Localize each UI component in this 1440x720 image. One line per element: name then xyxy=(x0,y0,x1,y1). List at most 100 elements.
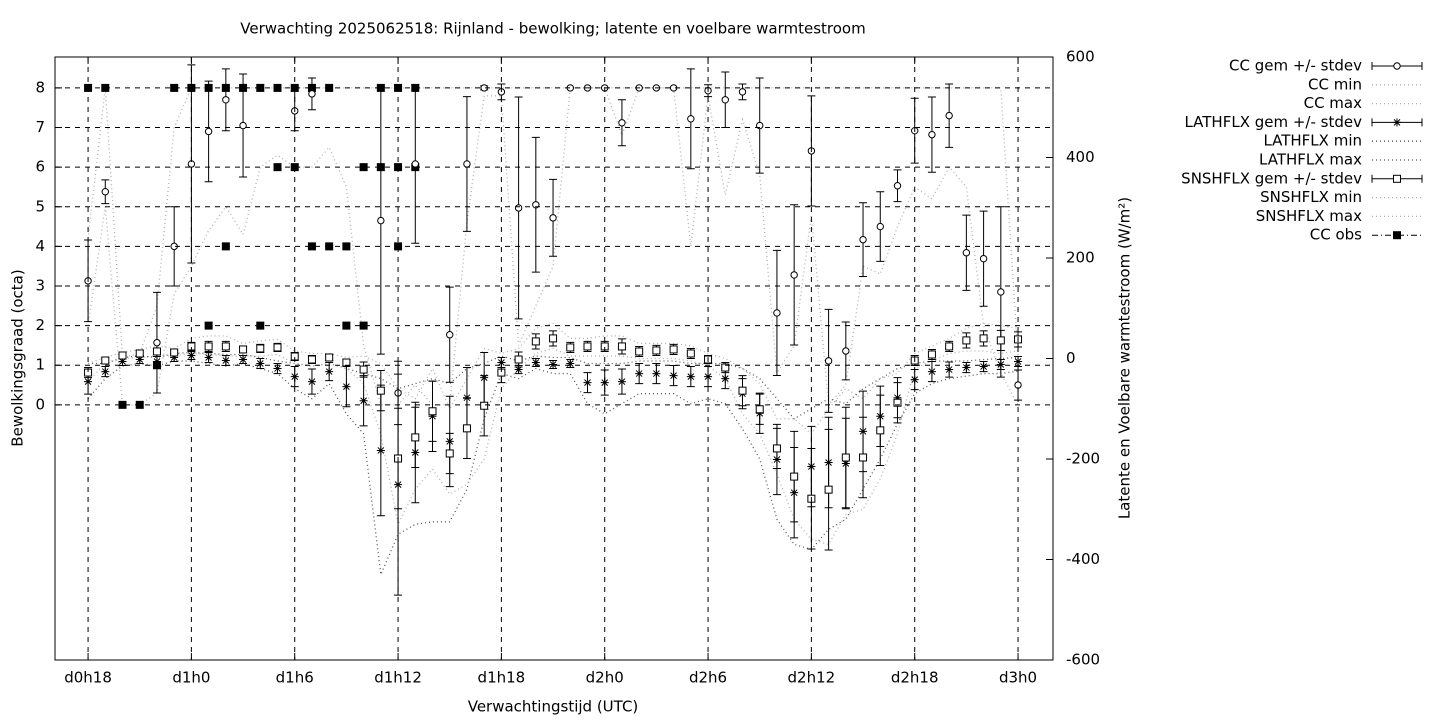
marker-star xyxy=(118,357,127,366)
marker-circle xyxy=(549,214,557,222)
marker-circle xyxy=(153,338,161,347)
marker-square xyxy=(962,336,971,345)
marker-circle xyxy=(101,188,109,196)
marker-square xyxy=(979,334,988,343)
marker-circle xyxy=(618,119,626,127)
marker-circle xyxy=(842,347,850,355)
marker-star xyxy=(221,356,230,365)
marker-star xyxy=(669,371,678,380)
marker-star xyxy=(462,393,471,402)
marker-square xyxy=(945,342,954,351)
marker-circle xyxy=(945,111,953,120)
marker-star xyxy=(721,374,730,383)
y2-tick-label: -400 xyxy=(1066,550,1100,568)
marker-square xyxy=(566,343,575,352)
marker-star xyxy=(927,367,936,376)
marker-square xyxy=(669,345,678,354)
marker-square xyxy=(721,363,730,372)
chart-title: Verwachting 2025062518: Rijnland - bewol… xyxy=(240,20,865,38)
marker-square xyxy=(617,342,626,351)
marker-square xyxy=(342,358,351,367)
marker-star xyxy=(962,363,971,372)
marker-star xyxy=(945,365,954,374)
legend-label: LATHFLX min xyxy=(1263,132,1362,150)
marker-square xyxy=(152,347,161,356)
marker-square xyxy=(790,472,799,481)
marker-square xyxy=(772,444,781,453)
marker-circle xyxy=(463,160,471,168)
marker-star xyxy=(170,353,179,362)
marker-square xyxy=(221,342,230,351)
legend-label: SNSHFLX min xyxy=(1260,188,1362,206)
x-axis-label: Verwachtingstijd (UTC) xyxy=(468,698,639,716)
y2-tick-label: -200 xyxy=(1066,450,1100,468)
marker-square xyxy=(256,344,265,353)
marker-square xyxy=(531,337,540,346)
min-max-line xyxy=(88,351,1019,420)
marker-circle xyxy=(790,271,798,279)
y-tick-label: 0 xyxy=(35,395,45,413)
marker-star xyxy=(135,355,144,364)
marker-star xyxy=(1393,118,1401,127)
marker-circle xyxy=(876,222,884,231)
marker-star xyxy=(531,358,540,367)
legend-label: LATHFLX gem +/- stdev xyxy=(1184,113,1362,131)
marker-star xyxy=(704,372,713,381)
marker-square xyxy=(273,343,282,352)
legend-label: CC gem +/- stdev xyxy=(1229,57,1362,75)
marker-square xyxy=(428,407,437,416)
marker-square xyxy=(411,433,420,442)
marker-circle xyxy=(962,249,971,257)
marker-star xyxy=(307,377,316,386)
marker-star xyxy=(376,446,385,455)
plot-area xyxy=(84,64,1023,596)
x-tick-label: d1h18 xyxy=(478,669,526,687)
marker-circle xyxy=(773,309,781,317)
marker-circle xyxy=(308,90,316,98)
marker-circle xyxy=(824,357,833,365)
y-axis-label: Bewolkingsgraad (octa) xyxy=(9,269,27,446)
marker-square xyxy=(652,346,661,355)
marker-square xyxy=(996,336,1005,345)
marker-star xyxy=(549,360,558,369)
marker-star xyxy=(996,360,1005,369)
y-tick-label: 3 xyxy=(35,276,45,294)
marker-star xyxy=(204,353,213,362)
y-tick-label: 4 xyxy=(35,237,45,255)
marker-star xyxy=(187,351,196,360)
marker-star xyxy=(617,377,626,386)
marker-square xyxy=(101,356,110,365)
y-tick-label: 1 xyxy=(35,356,45,374)
marker-circle xyxy=(377,216,385,225)
marker-square xyxy=(325,353,334,362)
x-tick-label: d1h0 xyxy=(172,669,210,687)
marker-square xyxy=(583,342,592,351)
legend-label: SNSHFLX max xyxy=(1256,207,1362,225)
marker-star xyxy=(566,359,575,368)
marker-star xyxy=(979,362,988,371)
marker-filled-square xyxy=(118,400,127,409)
x-tick-label: d0h18 xyxy=(64,669,112,687)
marker-square xyxy=(841,453,850,462)
marker-star xyxy=(600,378,609,387)
marker-square xyxy=(686,349,695,358)
marker-circle xyxy=(446,331,454,339)
x-tick-label: d2h18 xyxy=(891,669,939,687)
marker-square xyxy=(514,355,523,364)
marker-circle xyxy=(979,254,988,263)
y2-tick-label: -600 xyxy=(1066,651,1100,669)
marker-square xyxy=(445,449,454,458)
marker-circle xyxy=(1393,62,1401,70)
marker-star xyxy=(101,367,110,376)
marker-square xyxy=(359,365,368,374)
y2-tick-label: 600 xyxy=(1066,48,1095,66)
y2-tick-label: 200 xyxy=(1066,249,1095,267)
marker-square xyxy=(239,345,248,354)
x-tick-label: d2h0 xyxy=(586,669,624,687)
marker-square xyxy=(118,351,127,360)
y2-tick-label: 0 xyxy=(1066,349,1076,367)
marker-square xyxy=(170,348,179,357)
marker-square xyxy=(462,424,471,433)
marker-square xyxy=(204,342,213,351)
marker-square xyxy=(738,386,747,395)
